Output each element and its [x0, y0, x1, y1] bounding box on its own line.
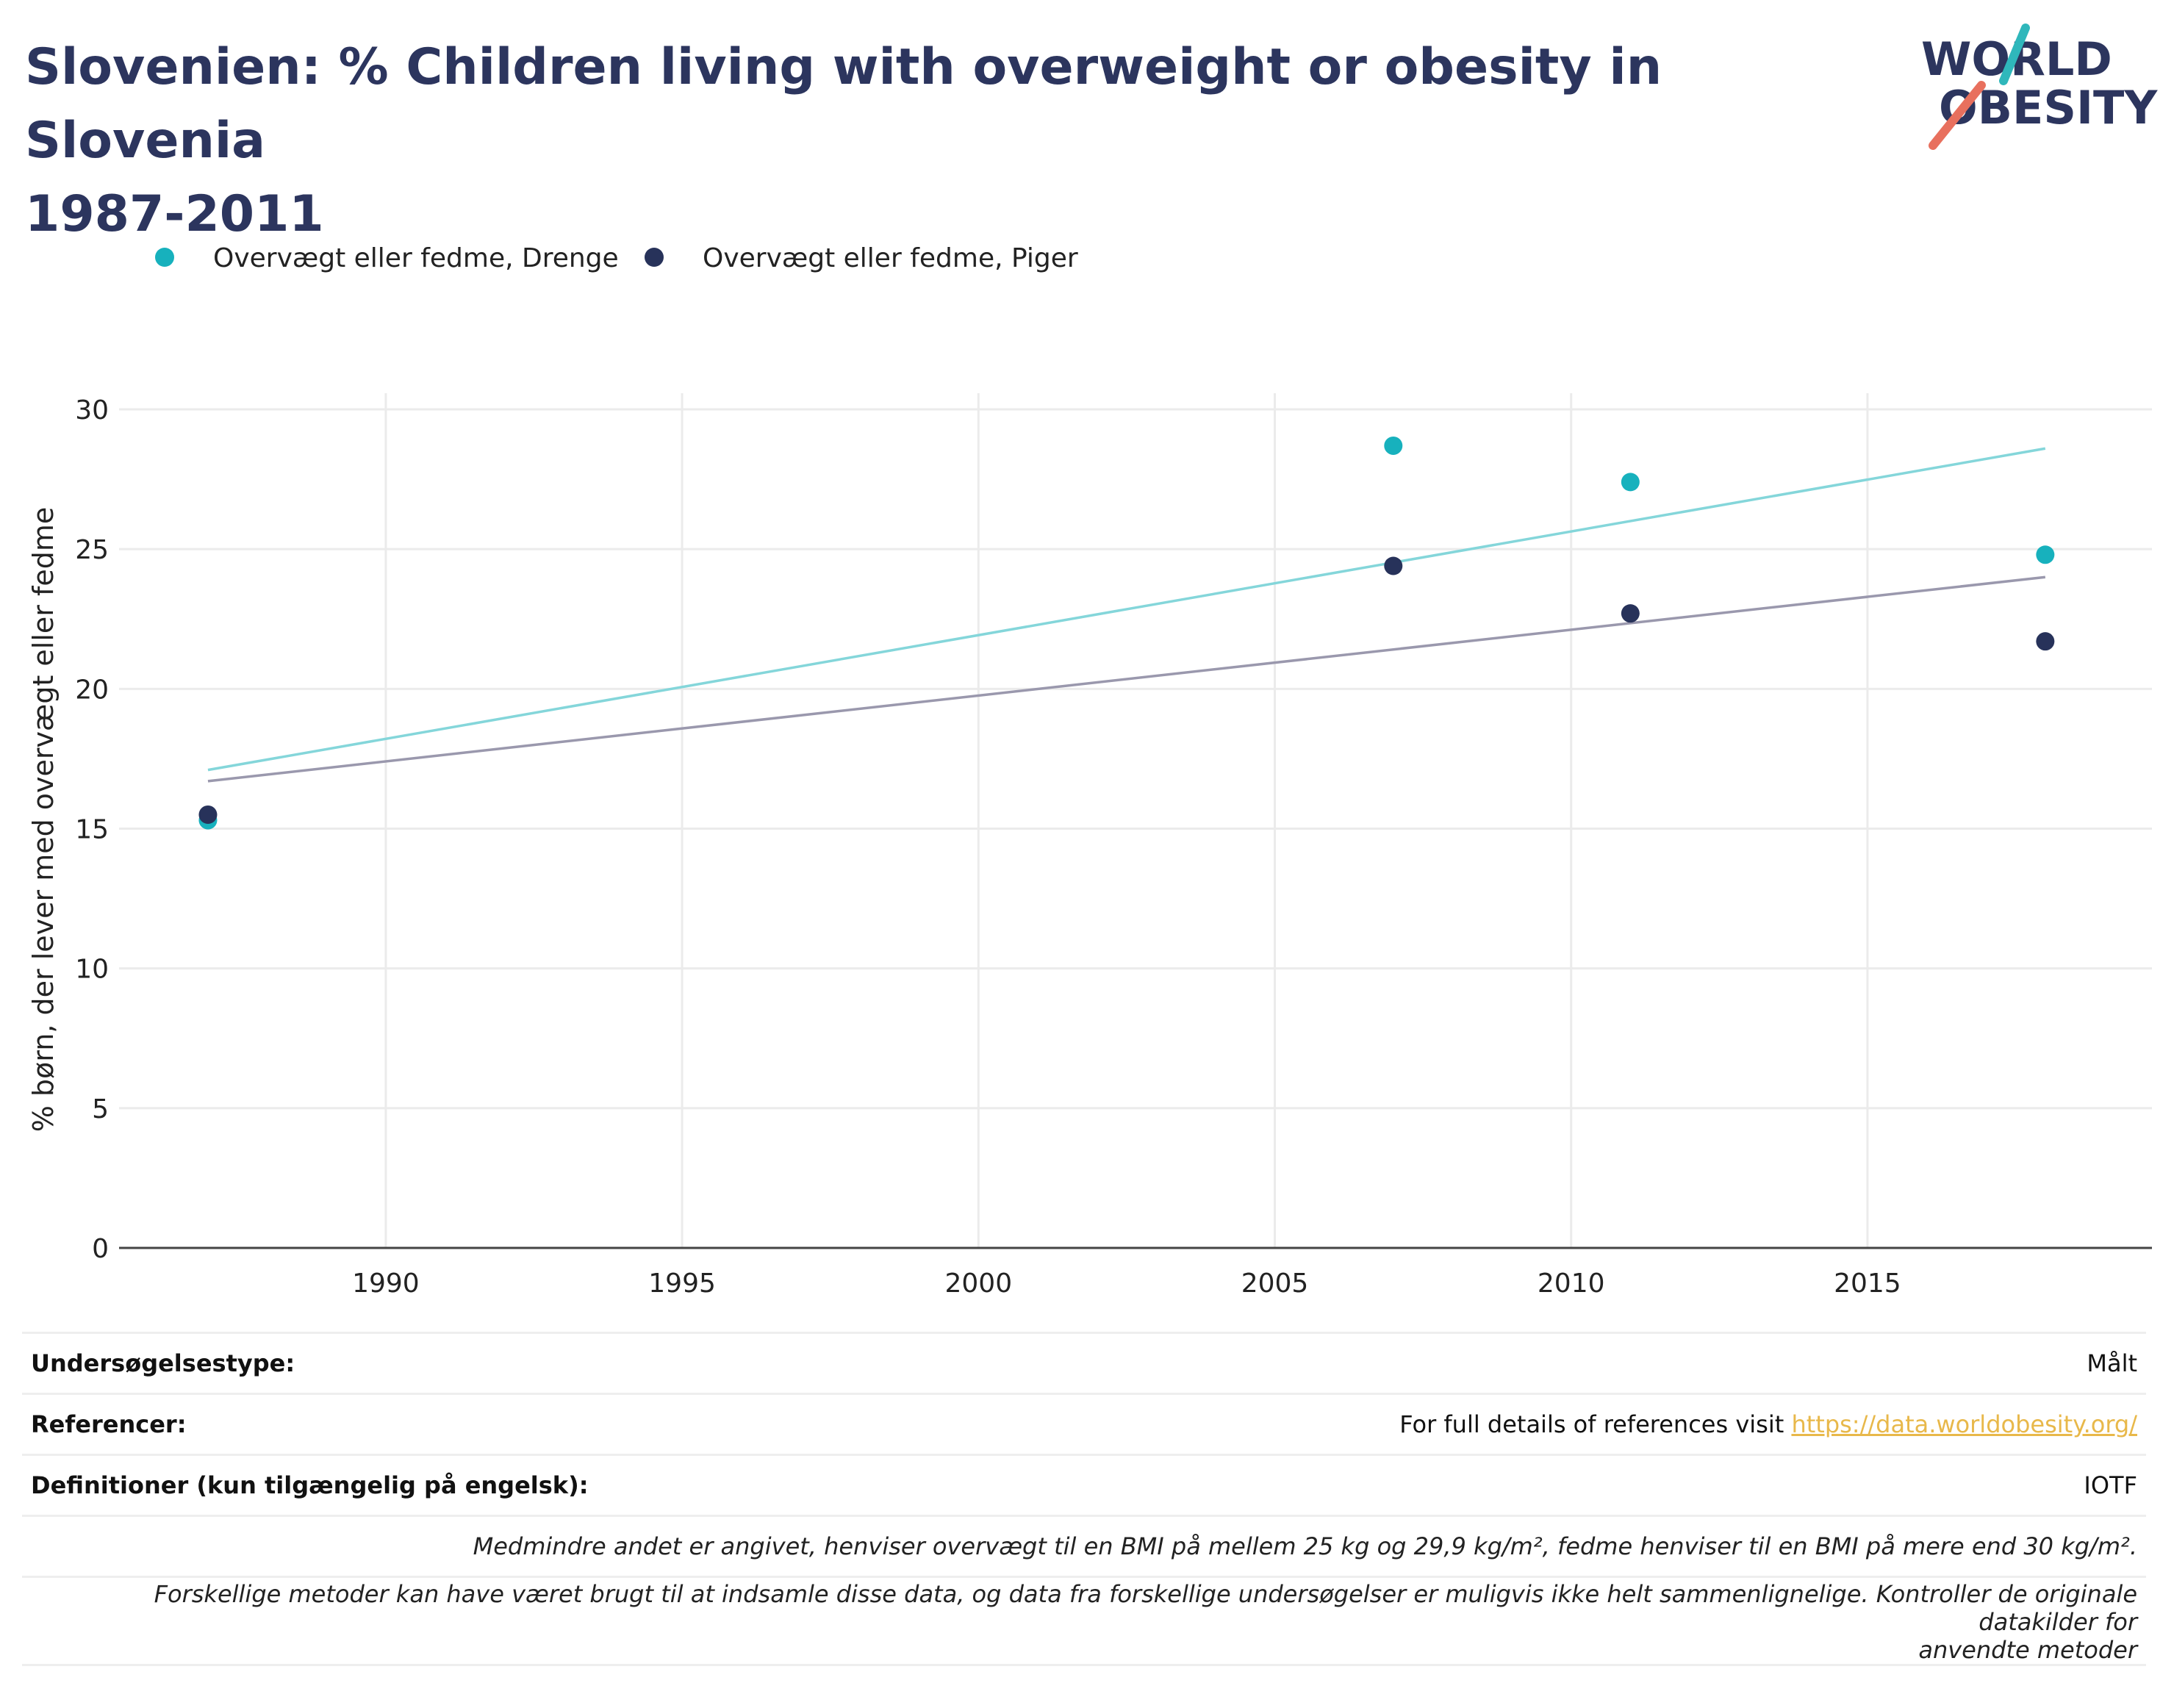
axes: 0 5 10 15 20 25 30 1990 1995 2000 2005 2010 2015 — [75, 395, 2152, 1299]
data-point-piger — [198, 805, 218, 824]
data-points — [198, 436, 2055, 830]
data-point-piger — [1621, 604, 1640, 623]
bmi-note: Medmindre andet er angivet, henviser ove… — [473, 1532, 2137, 1560]
methods-note-row: Forskellige metoder kan have været brugt… — [22, 1576, 2146, 1664]
references-text: For full details of references visit — [1399, 1410, 1792, 1438]
data-point-piger — [1384, 556, 1403, 575]
info-bottom-border — [22, 1664, 2146, 1666]
y-tick-label: 30 — [75, 395, 109, 426]
survey-type-value: Målt — [2087, 1349, 2137, 1377]
definitions-value: IOTF — [2084, 1471, 2137, 1499]
trend-line-drenge — [207, 447, 2046, 772]
legend-label-piger: Overvægt eller fedme, Piger — [703, 243, 1078, 273]
logo-teal-slash — [1999, 24, 2030, 85]
data-point-drenge — [1621, 473, 1640, 492]
y-tick-label: 20 — [75, 675, 109, 705]
legend-marker-piger — [645, 248, 664, 267]
scatter-chart: Overvægt eller fedme, Drenge Overvægt ell… — [27, 243, 2152, 1299]
survey-type-row: Undersøgelsestype: Målt — [22, 1332, 2146, 1393]
x-tick-label: 2015 — [1834, 1269, 1901, 1299]
y-tick-label: 0 — [92, 1234, 109, 1264]
y-tick-label: 10 — [75, 955, 109, 985]
y-tick-label: 25 — [75, 535, 109, 565]
legend-label-drenge: Overvægt eller fedme, Drenge — [213, 243, 619, 273]
references-value: For full details of references visit htt… — [1399, 1410, 2137, 1438]
x-tick-label: 2005 — [1241, 1269, 1309, 1299]
data-point-drenge — [2036, 545, 2055, 564]
references-row: Referencer: For full details of referenc… — [22, 1393, 2146, 1454]
references-link[interactable]: https://data.worldobesity.org/ — [1791, 1410, 2137, 1438]
trend-lines — [207, 447, 2046, 783]
grid-lines — [119, 393, 2152, 1248]
y-tick-label: 5 — [92, 1094, 109, 1124]
x-tick-label: 1990 — [352, 1269, 420, 1299]
methods-note-line-1: Forskellige metoder kan have været brugt… — [154, 1580, 2137, 1636]
definitions-label: Definitioner (kun tilgængelig på engelsk… — [31, 1471, 589, 1499]
data-point-drenge — [1384, 436, 1403, 455]
logo-red-slash — [1929, 81, 1986, 150]
title-line-2: 1987-2011 — [25, 185, 324, 243]
y-tick-label: 15 — [75, 815, 109, 845]
trend-line-piger — [207, 575, 2046, 783]
page-title: Slovenien: % Children living with overwe… — [25, 31, 1818, 251]
x-tick-label: 1995 — [648, 1269, 716, 1299]
y-axis-label: % børn, der lever med overvægt eller fed… — [27, 507, 60, 1133]
bmi-note-row: Medmindre andet er angivet, henviser ove… — [22, 1515, 2146, 1576]
references-label: Referencer: — [31, 1410, 187, 1438]
survey-type-label: Undersøgelsestype: — [31, 1349, 295, 1377]
legend-marker-drenge — [155, 248, 174, 267]
legend: Overvægt eller fedme, Drenge Overvægt ell… — [155, 243, 1078, 273]
x-tick-label: 2010 — [1538, 1269, 1605, 1299]
methods-note-line-2: anvendte metoder — [1918, 1636, 2137, 1664]
x-tick-label: 2000 — [944, 1269, 1012, 1299]
title-line-1: Slovenien: % Children living with overwe… — [25, 38, 1662, 170]
info-table: Undersøgelsestype: Målt Referencer: For … — [22, 1332, 2146, 1666]
data-point-piger — [2036, 632, 2055, 651]
world-obesity-logo: WORLD OBESITY — [1921, 24, 2158, 150]
definitions-row: Definitioner (kun tilgængelig på engelsk… — [22, 1454, 2146, 1515]
